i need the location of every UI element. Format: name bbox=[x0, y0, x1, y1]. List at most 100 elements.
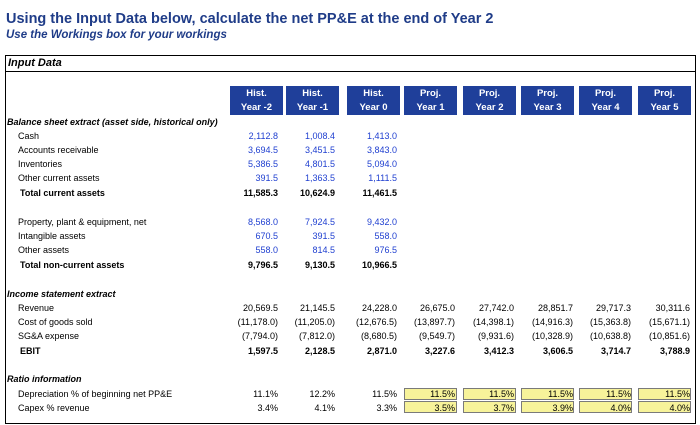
row-label-capex-pct: Capex % revenue bbox=[18, 403, 90, 413]
input-cell[interactable] bbox=[463, 388, 516, 400]
table-cell: 1,597.5 bbox=[247, 346, 278, 356]
table-cell: 11.1% bbox=[253, 389, 278, 399]
table-cell: (13,897.7) bbox=[413, 317, 455, 327]
input-cell[interactable] bbox=[404, 388, 457, 400]
page-subtitle: Use the Workings box for your workings bbox=[6, 29, 227, 41]
table-cell[interactable]: 11.5% bbox=[489, 389, 514, 399]
table-cell: (9,931.6) bbox=[477, 331, 514, 341]
row-label-depreciation-pct: Depreciation % of beginning net PP&E bbox=[18, 389, 173, 399]
table-cell[interactable]: 3.5% bbox=[434, 403, 455, 413]
table-cell: 20,569.5 bbox=[242, 303, 278, 313]
table-cell: 391.5 bbox=[255, 173, 278, 183]
input-data-title: Input Data bbox=[8, 57, 62, 69]
table-cell: (11,205.0) bbox=[294, 317, 335, 327]
col-header-proj-year-3: Proj. Year 3 bbox=[521, 86, 574, 115]
table-cell: 9,796.5 bbox=[247, 260, 278, 270]
table-cell: 2,128.5 bbox=[304, 346, 335, 356]
input-data-box: Input Data bbox=[5, 55, 696, 424]
col-header-proj-year-2: Proj. Year 2 bbox=[463, 86, 516, 115]
table-cell: 4,801.5 bbox=[304, 159, 335, 169]
row-label-cogs: Cost of goods sold bbox=[18, 317, 93, 327]
row-label-intangible-assets: Intangible assets bbox=[18, 231, 86, 241]
page-title: Using the Input Data below, calculate th… bbox=[6, 11, 494, 27]
table-cell: 11,461.5 bbox=[362, 188, 397, 198]
table-cell: 26,675.0 bbox=[419, 303, 455, 313]
table-cell: (9,549.7) bbox=[418, 331, 455, 341]
table-cell: 30,311.6 bbox=[655, 303, 690, 313]
table-cell: 391.5 bbox=[312, 231, 335, 241]
table-cell: 4.1% bbox=[314, 403, 335, 413]
table-cell: 11.5% bbox=[372, 389, 397, 399]
col-header-hist-year-m1: Hist. Year -1 bbox=[286, 86, 339, 115]
col-header-hist-year-0: Hist. Year 0 bbox=[347, 86, 400, 115]
row-label-other-current-assets: Other current assets bbox=[18, 173, 100, 183]
table-cell: 3,694.5 bbox=[247, 145, 278, 155]
table-cell: 3.4% bbox=[257, 403, 278, 413]
input-cell[interactable] bbox=[521, 388, 574, 400]
table-cell: 21,145.5 bbox=[299, 303, 335, 313]
table-cell: (7,794.0) bbox=[241, 331, 278, 341]
input-cell[interactable] bbox=[638, 401, 691, 413]
input-cell[interactable] bbox=[638, 388, 691, 400]
col-header-proj-year-4: Proj. Year 4 bbox=[579, 86, 632, 115]
table-cell: 1,111.5 bbox=[368, 173, 397, 183]
table-cell: 558.0 bbox=[255, 245, 278, 255]
input-cell[interactable] bbox=[463, 401, 516, 413]
table-cell: 9,432.0 bbox=[366, 217, 397, 227]
table-cell: 976.5 bbox=[374, 245, 397, 255]
table-cell: 8,568.0 bbox=[247, 217, 278, 227]
table-cell: (11,178.0) bbox=[237, 317, 278, 327]
row-label-ppe-net: Property, plant & equipment, net bbox=[18, 217, 147, 227]
table-cell: (7,812.0) bbox=[298, 331, 335, 341]
table-cell[interactable]: 3.9% bbox=[552, 403, 573, 413]
table-cell: 1,363.5 bbox=[304, 173, 335, 183]
table-cell[interactable]: 3.7% bbox=[493, 403, 514, 413]
table-cell[interactable]: 11.5% bbox=[665, 389, 690, 399]
table-cell: 29,717.3 bbox=[595, 303, 631, 313]
table-cell: 5,386.5 bbox=[247, 159, 278, 169]
table-cell: 558.0 bbox=[374, 231, 397, 241]
row-label-ebit: EBIT bbox=[20, 346, 41, 356]
table-cell[interactable]: 11.5% bbox=[548, 389, 573, 399]
box-title-divider bbox=[6, 71, 695, 72]
input-cell[interactable] bbox=[404, 401, 457, 413]
table-cell: 24,228.0 bbox=[361, 303, 397, 313]
row-label-accounts-receivable: Accounts receivable bbox=[18, 145, 99, 155]
table-cell: 814.5 bbox=[312, 245, 335, 255]
section-income-statement: Income statement extract bbox=[7, 289, 116, 299]
row-label-sga: SG&A expense bbox=[18, 331, 80, 341]
table-cell: 3,227.6 bbox=[424, 346, 455, 356]
table-cell: 27,742.0 bbox=[478, 303, 514, 313]
input-cell[interactable] bbox=[579, 401, 632, 413]
col-header-proj-year-1: Proj. Year 1 bbox=[404, 86, 457, 115]
row-label-cash: Cash bbox=[18, 131, 40, 141]
table-cell: 28,851.7 bbox=[537, 303, 573, 313]
row-label-revenue: Revenue bbox=[18, 303, 55, 313]
table-cell: 3,412.3 bbox=[483, 346, 514, 356]
row-label-inventories: Inventories bbox=[18, 159, 63, 169]
table-cell[interactable]: 4.0% bbox=[669, 403, 690, 413]
table-cell: 3,451.5 bbox=[304, 145, 335, 155]
table-cell: (14,398.1) bbox=[472, 317, 514, 327]
table-cell: 2,871.0 bbox=[366, 346, 397, 356]
table-cell: 10,966.5 bbox=[361, 260, 397, 270]
table-cell: 5,094.0 bbox=[366, 159, 397, 169]
input-cell[interactable] bbox=[521, 401, 574, 413]
table-cell: 1,008.4 bbox=[304, 131, 335, 141]
col-header-hist-year-m2: Hist. Year -2 bbox=[230, 86, 283, 115]
table-cell[interactable]: 11.5% bbox=[430, 389, 455, 399]
table-cell[interactable]: 11.5% bbox=[606, 389, 631, 399]
input-cell[interactable] bbox=[579, 388, 632, 400]
col-header-proj-year-5: Proj. Year 5 bbox=[638, 86, 691, 115]
table-cell: (8,680.5) bbox=[360, 331, 397, 341]
table-cell[interactable]: 4.0% bbox=[610, 403, 631, 413]
table-cell: 2,112.8 bbox=[248, 131, 278, 141]
table-cell: (15,671.1) bbox=[648, 317, 690, 327]
table-cell: 3,788.9 bbox=[659, 346, 690, 356]
table-cell: 7,924.5 bbox=[304, 217, 335, 227]
table-cell: (14,916.3) bbox=[531, 317, 573, 327]
table-cell: 9,130.5 bbox=[304, 260, 335, 270]
table-cell: 12.2% bbox=[309, 389, 335, 399]
table-cell: 3,606.5 bbox=[542, 346, 573, 356]
table-cell: (10,638.8) bbox=[589, 331, 631, 341]
